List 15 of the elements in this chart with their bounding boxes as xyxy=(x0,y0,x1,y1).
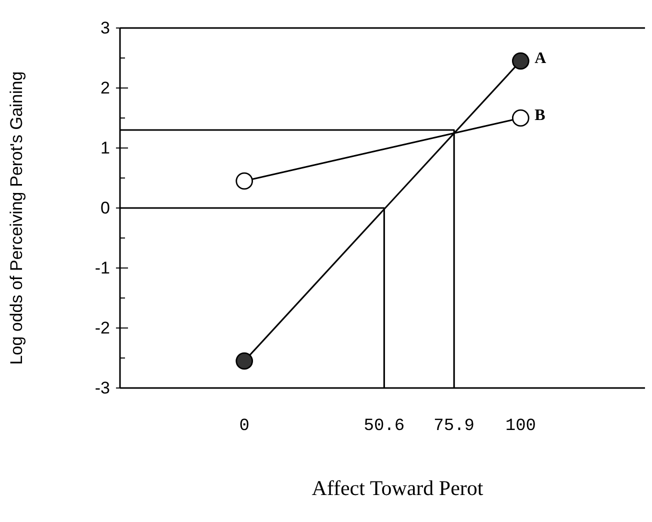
y-tick-label: 1 xyxy=(100,138,110,158)
y-tick-label: 3 xyxy=(100,18,110,38)
x-tick-label: 50.6 xyxy=(364,417,405,436)
y-axis-title: Log odds of Perceiving Perot's Gaining xyxy=(7,71,26,365)
series-label: A xyxy=(534,50,547,67)
y-tick-label: -2 xyxy=(94,318,110,338)
series-label: B xyxy=(534,107,546,124)
x-tick-label: 0 xyxy=(239,417,250,436)
y-tick-label: 2 xyxy=(100,78,110,98)
y-tick-label: 0 xyxy=(100,198,110,218)
y-tick-label: -1 xyxy=(94,258,110,278)
x-tick-label: 100 xyxy=(505,417,536,436)
x-axis-title: Affect Toward Perot xyxy=(312,476,484,500)
y-tick-label: -3 xyxy=(94,378,110,398)
x-tick-label: 75.9 xyxy=(434,417,474,436)
